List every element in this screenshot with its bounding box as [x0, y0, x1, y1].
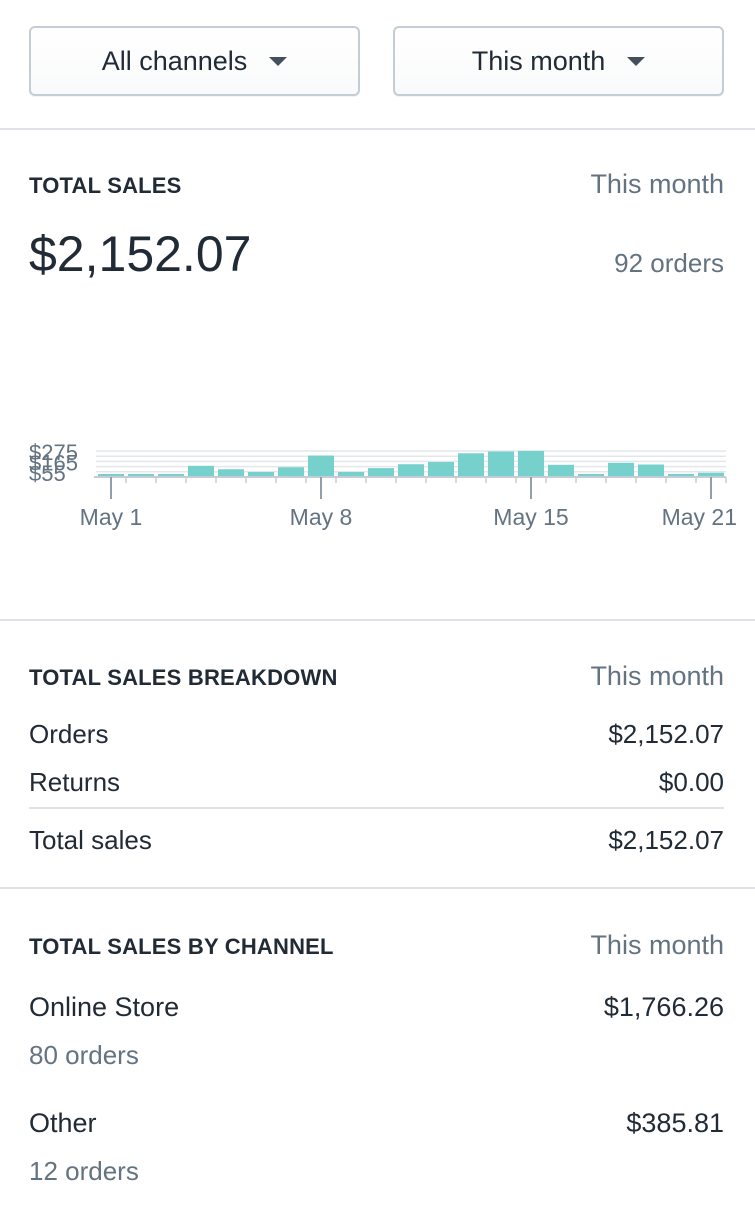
chart-bar — [698, 472, 724, 477]
channel-value-other: $385.81 — [626, 1108, 724, 1138]
chart-bar — [98, 474, 124, 477]
y-tick-label: $55 — [29, 461, 66, 486]
filter-bar: All channels This month — [0, 0, 755, 130]
breakdown-total-value: $2,152.07 — [608, 825, 724, 855]
chart-bar — [398, 464, 424, 477]
breakdown-period: This month — [590, 661, 724, 691]
breakdown-row-returns: Returns $0.00 — [29, 767, 724, 798]
x-tick-label: May 8 — [290, 504, 353, 530]
period-dropdown-label: This month — [471, 45, 606, 76]
breakdown-divider — [29, 807, 724, 809]
breakdown-row-orders: Orders $2,152.07 — [29, 719, 724, 750]
channel-dropdown[interactable]: All channels — [29, 26, 360, 96]
breakdown-value: $2,152.07 — [608, 719, 724, 749]
breakdown-row-total: Total sales $2,152.07 — [29, 825, 724, 856]
channel-name-other: Other — [29, 1108, 97, 1138]
total-sales-orders: 92 orders — [614, 248, 724, 278]
chart-bar — [278, 467, 304, 477]
channel-value-online-store: $1,766.26 — [603, 992, 724, 1022]
chart-bar — [368, 468, 394, 477]
x-tick-label: May 21 — [662, 504, 737, 530]
chart-bar — [608, 462, 634, 477]
breakdown-title: TOTAL SALES BREAKDOWN — [29, 665, 338, 690]
y-tick-label: $165 — [29, 450, 78, 475]
chart-bar — [668, 474, 694, 477]
channel-name-online-store: Online Store — [29, 992, 180, 1022]
chart-bar — [428, 461, 454, 477]
total-sales-title: TOTAL SALES — [29, 173, 182, 198]
chart-bar — [158, 474, 184, 477]
chart-bar — [218, 469, 244, 477]
total-sales-period: This month — [590, 169, 724, 199]
breakdown-label: Orders — [29, 719, 109, 749]
breakdown-value: $0.00 — [658, 767, 724, 797]
total-sales-amount: $2,152.07 — [29, 226, 252, 282]
chart-bar — [128, 474, 154, 477]
y-tick-label: $275 — [29, 440, 78, 465]
total-sales-card: TOTAL SALES This month $2,152.07 92 orde… — [0, 131, 755, 621]
period-dropdown[interactable]: This month — [393, 26, 724, 96]
chart-bar — [458, 453, 484, 477]
x-tick-label: May 1 — [80, 504, 143, 530]
channel-dropdown-label: All channels — [101, 45, 248, 76]
chart-bar — [308, 455, 334, 477]
by-channel-period: This month — [590, 930, 724, 960]
channel-orders-other: 12 orders — [29, 1156, 139, 1186]
channel-orders-online-store: 80 orders — [29, 1040, 139, 1070]
sales-by-channel-card: TOTAL SALES BY CHANNEL This month Online… — [0, 890, 755, 1212]
chart-bar — [638, 464, 664, 477]
breakdown-label: Returns — [29, 767, 121, 797]
chart-bar — [248, 471, 274, 477]
by-channel-title: TOTAL SALES BY CHANNEL — [29, 934, 334, 959]
chart-bar — [188, 465, 214, 477]
caret-down-icon — [627, 56, 646, 66]
x-tick-label: May 15 — [493, 504, 568, 530]
chart-bar — [548, 464, 574, 477]
chart-bar — [488, 451, 514, 477]
chart-bar — [578, 474, 604, 477]
chart-bar — [518, 450, 544, 477]
sales-breakdown-card: TOTAL SALES BREAKDOWN This month Orders … — [0, 623, 755, 889]
sales-bar-chart: $275$165$55 May 1 May 8 May 15 May 21 — [29, 440, 737, 530]
caret-down-icon — [269, 56, 288, 66]
chart-bar — [338, 471, 364, 477]
breakdown-total-label: Total sales — [29, 825, 152, 855]
